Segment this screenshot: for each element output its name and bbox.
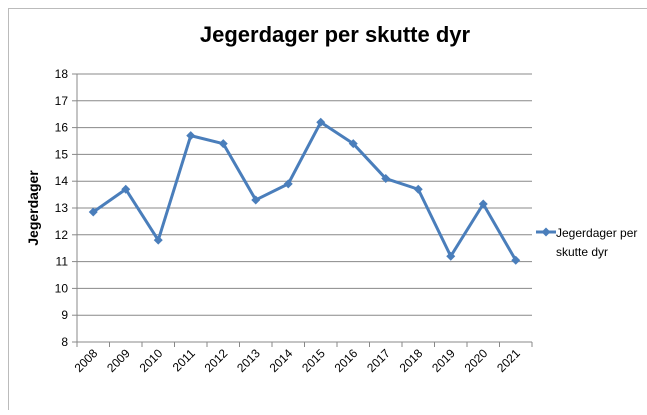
y-tick-label: 11 [56,255,69,269]
y-tick-label: 14 [55,174,69,188]
y-tick-label: 16 [55,121,69,135]
legend-label: Jegerdager per skutte dyr [556,224,647,262]
y-tick-label: 17 [55,94,69,108]
y-tick-label: 10 [55,281,69,295]
chart-title: Jegerdager per skutte dyr [200,22,471,47]
y-tick-label: 8 [61,335,68,349]
y-tick-label: 9 [61,308,68,322]
y-axis-label: Jegerdager [25,170,41,246]
y-tick-label: 15 [55,147,69,161]
chart-frame [9,9,647,411]
y-tick-label: 13 [55,201,69,215]
y-tick-label: 12 [55,228,69,242]
y-tick-label: 18 [55,67,69,81]
